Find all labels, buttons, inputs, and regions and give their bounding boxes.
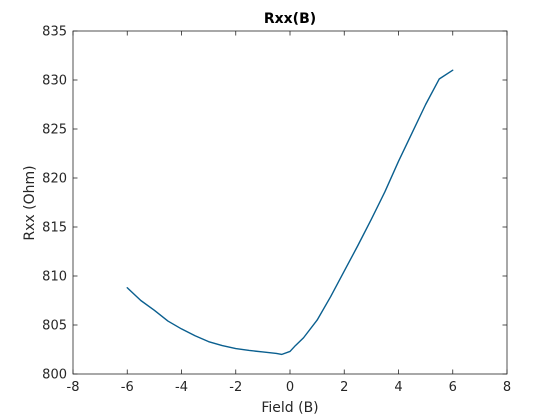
- x-tick-label: -8: [67, 380, 80, 395]
- y-tick-label: 810: [42, 270, 67, 285]
- y-tick-label: 800: [42, 368, 67, 383]
- tick-labels-layer: -8 -6 -4 -2 0 2 4 6 8 800 805 810 815 820 825 830 835: [42, 25, 511, 396]
- x-tick-label: -6: [121, 380, 134, 395]
- x-tick-label: 2: [340, 380, 348, 395]
- x-tick-label: 6: [449, 380, 457, 395]
- y-tick-label: 815: [42, 221, 67, 236]
- y-tick-label: 820: [42, 172, 67, 187]
- x-tick-label: 4: [394, 380, 402, 395]
- y-tick-label: 835: [42, 25, 67, 40]
- x-tick-label: -4: [175, 380, 188, 395]
- axes-box: [72, 30, 508, 375]
- y-tick-label: 825: [42, 123, 67, 138]
- y-tick-label: 830: [42, 74, 67, 89]
- y-tick-label: 805: [42, 319, 67, 334]
- x-axis-label: Field (B): [261, 400, 318, 416]
- series-layer: [126, 69, 454, 356]
- y-axis-label: Rxx (Ohm): [22, 165, 38, 240]
- series-line: [126, 69, 454, 356]
- x-tick-label: 0: [286, 380, 294, 395]
- x-tick-label: 8: [503, 380, 511, 395]
- chart-title: Rxx(B): [264, 11, 316, 27]
- plot-area: [73, 31, 507, 374]
- x-tick-label: -2: [229, 380, 242, 395]
